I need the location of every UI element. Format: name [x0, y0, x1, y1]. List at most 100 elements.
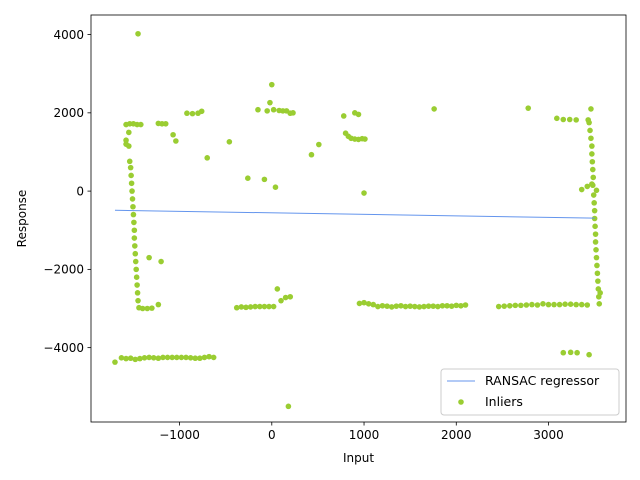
inlier-point — [596, 301, 603, 307]
inlier-point — [132, 243, 138, 249]
inlier-point — [135, 30, 141, 37]
inlier-point — [173, 354, 180, 361]
inlier-point — [155, 355, 162, 362]
inlier-point — [187, 355, 194, 361]
inlier-point — [407, 303, 413, 309]
inlier-point — [308, 151, 315, 158]
inlier-point — [270, 106, 277, 113]
inlier-point — [534, 302, 541, 308]
inlier-point — [247, 304, 254, 310]
inlier-point — [266, 303, 272, 310]
axes-frame — [90, 14, 627, 423]
inlier-point — [133, 266, 139, 273]
inlier-point — [197, 355, 203, 362]
inlier-point — [130, 203, 136, 210]
inlier-point — [584, 302, 591, 308]
inlier-point — [130, 211, 137, 218]
inlier-point — [361, 299, 367, 306]
inlier-point — [170, 131, 176, 138]
inlier-point — [118, 355, 125, 361]
inlier-point — [574, 349, 580, 356]
inlier-point — [560, 116, 567, 123]
inlier-point — [132, 258, 139, 265]
legend: RANSAC regressor Inliers — [440, 368, 620, 416]
inlier-point — [201, 354, 208, 361]
inlier-point — [184, 110, 190, 117]
inlier-point — [261, 303, 268, 310]
inlier-point — [529, 301, 535, 308]
inlier-point — [592, 231, 599, 237]
inlier-point — [169, 354, 175, 361]
inlier-point — [238, 304, 245, 310]
inlier-point — [495, 303, 502, 310]
inlier-point — [393, 303, 400, 309]
inlier-point — [127, 164, 134, 171]
inlier-point — [448, 303, 455, 309]
inlier-point — [444, 302, 450, 309]
inlier-point — [290, 110, 296, 116]
inlier-point — [540, 301, 546, 307]
inlier-point — [592, 239, 599, 245]
inlier-point — [431, 106, 437, 112]
x-tick-label: 2000 — [441, 428, 472, 442]
y-tick-label: 0 — [76, 184, 84, 198]
inlier-point — [589, 158, 596, 165]
inlier-point — [134, 290, 141, 296]
inlier-point — [129, 196, 136, 202]
inlier-point — [183, 354, 189, 361]
inlier-point — [129, 188, 135, 194]
y-tick-label: −4000 — [43, 341, 84, 355]
inlier-point — [356, 300, 363, 307]
inlier-point — [566, 116, 573, 123]
inlier-point — [139, 305, 146, 312]
inlier-point — [141, 355, 148, 361]
inlier-point — [594, 262, 600, 269]
inlier-point — [439, 302, 446, 309]
inlier-point — [261, 176, 268, 183]
inlier-point — [589, 182, 596, 189]
inlier-point — [501, 303, 508, 309]
inlier-point — [146, 254, 152, 261]
inlier-point — [162, 120, 169, 127]
inlier-point — [573, 117, 579, 123]
y-tick-label: 4000 — [53, 28, 84, 42]
inlier-point — [411, 303, 418, 310]
inlier-point — [584, 183, 591, 190]
inlier-point — [149, 305, 155, 311]
inlier-point — [192, 355, 199, 362]
inlier-point — [126, 143, 132, 149]
inlier-point — [264, 108, 270, 114]
inlier-point — [316, 141, 322, 148]
inlier-point — [586, 351, 592, 358]
inlier-point — [591, 215, 598, 222]
inlier-point — [123, 137, 129, 144]
inlier-point — [282, 294, 289, 301]
inlier-point — [398, 302, 404, 309]
inlier-point — [112, 359, 118, 365]
inlier-point — [255, 106, 261, 113]
inlier-point — [388, 304, 395, 310]
legend-box — [440, 368, 620, 416]
legend-label-inliers: Inliers — [485, 394, 523, 409]
legend-marker-swatch — [458, 399, 464, 405]
inlier-point — [267, 99, 273, 106]
inlier-point — [134, 282, 140, 288]
inlier-point — [243, 304, 249, 311]
inlier-point — [573, 301, 579, 308]
inlier-point — [204, 155, 211, 161]
inlier-point — [158, 258, 164, 265]
inlier-point — [257, 303, 263, 310]
inlier-point — [226, 139, 233, 145]
inlier-point — [597, 290, 603, 296]
inlier-point — [144, 305, 151, 312]
inlier-point — [590, 192, 597, 198]
inlier-point — [268, 81, 275, 88]
inlier-point — [518, 302, 524, 309]
inlier-point — [198, 108, 205, 115]
inlier-point — [278, 297, 284, 304]
inlier-point — [567, 301, 574, 308]
inlier-point — [150, 355, 157, 361]
inlier-point — [133, 274, 140, 281]
inlier-point — [131, 219, 137, 226]
